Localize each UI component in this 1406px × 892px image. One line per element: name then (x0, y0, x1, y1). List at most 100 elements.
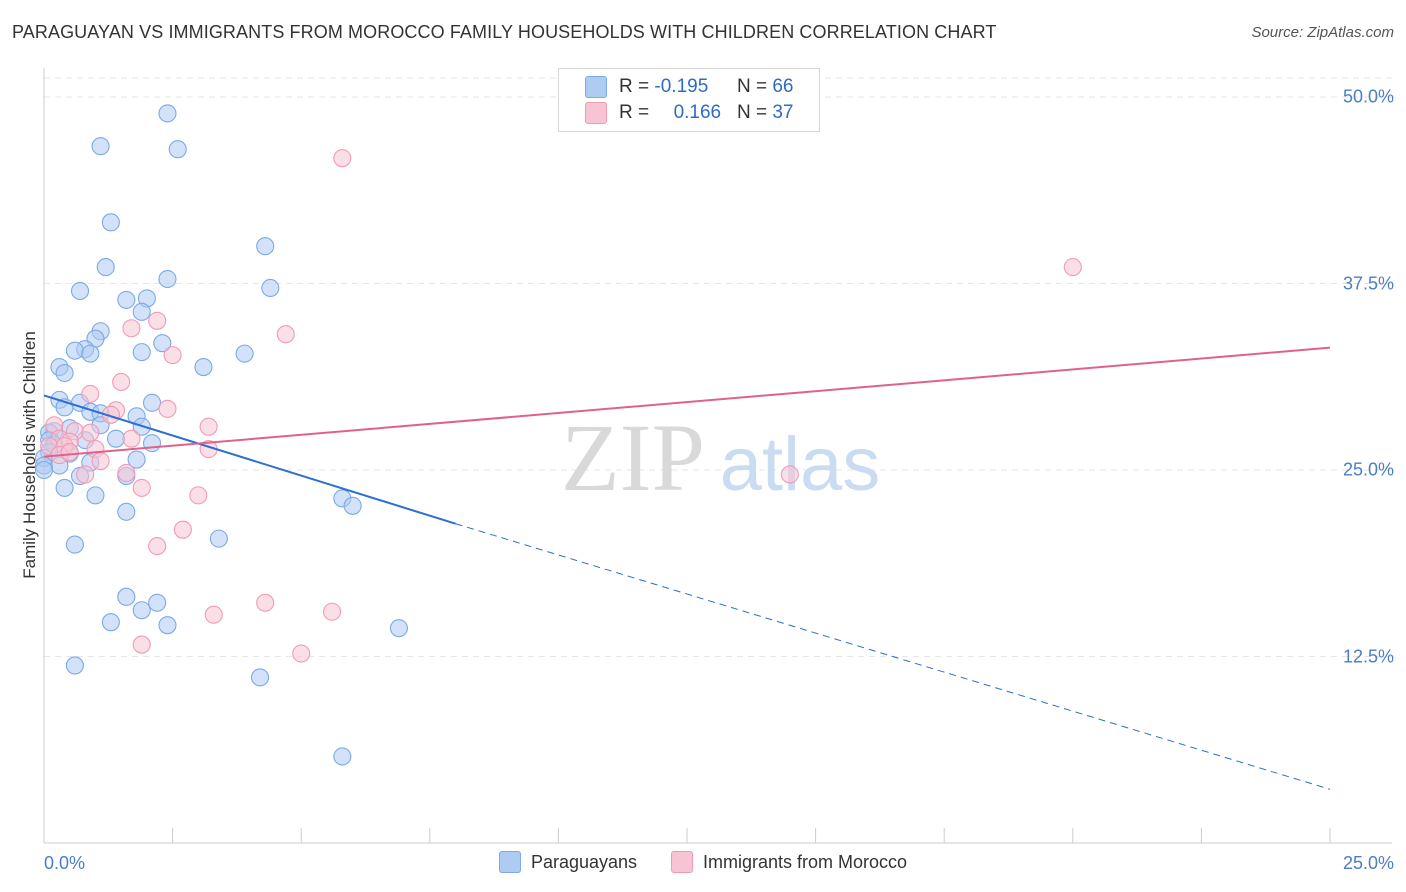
point-paraguayans (70, 281, 90, 301)
point-morocco (148, 311, 167, 330)
legend-row-morocco: R = 0.166 N = 37 (585, 100, 793, 126)
point-paraguayans (117, 290, 136, 309)
legend-row-paraguayans: R = -0.195 N = 66 (585, 74, 793, 100)
point-paraguayans (261, 278, 280, 298)
legend-label-morocco: Immigrants from Morocco (703, 851, 908, 872)
point-paraguayans (34, 460, 54, 480)
watermark-atlas: atlas (720, 422, 881, 507)
chart-title: PARAGUAYAN VS IMMIGRANTS FROM MOROCCO FA… (12, 22, 997, 42)
point-paraguayans (91, 137, 110, 156)
watermark-zip: ZIP (561, 404, 705, 511)
point-morocco (333, 149, 352, 168)
point-paraguayans (65, 656, 84, 675)
legend-r-value: -0.195 (654, 76, 709, 97)
point-morocco (91, 451, 110, 471)
point-morocco (276, 325, 295, 344)
trendline-paraguayans-extrapolated (455, 523, 1331, 790)
point-paraguayans (132, 343, 151, 362)
correlation-legend: R = -0.195 N = 66 R = 0.166 N = 37 (558, 68, 820, 132)
point-morocco (122, 429, 141, 448)
point-morocco (199, 417, 218, 436)
legend-label-paraguayans: Paraguayans (530, 851, 638, 872)
point-morocco (158, 399, 177, 418)
point-morocco (132, 478, 151, 497)
point-paraguayans (168, 140, 187, 159)
point-paraguayans (55, 363, 74, 383)
legend-swatch-morocco (671, 851, 694, 873)
point-paraguayans (142, 393, 162, 412)
point-paraguayans (389, 619, 408, 638)
legend-item-morocco[interactable]: Immigrants from Morocco (671, 851, 907, 873)
point-paraguayans (343, 496, 362, 515)
point-morocco (148, 537, 167, 556)
point-morocco (76, 465, 95, 484)
legend-r-value: 0.166 (673, 102, 722, 123)
point-morocco (173, 520, 192, 539)
point-paraguayans (209, 529, 228, 548)
legend-n-value: 66 (772, 76, 794, 97)
source-label: Source: ZipAtlas.com (1251, 24, 1394, 41)
point-paraguayans (158, 104, 177, 123)
point-paraguayans (235, 344, 254, 363)
point-morocco (101, 405, 120, 424)
point-paraguayans (142, 434, 162, 453)
point-paraguayans (158, 269, 177, 289)
legend-swatch-morocco (585, 102, 607, 124)
watermark: ZIP atlas (561, 404, 880, 511)
point-paraguayans (194, 358, 213, 377)
legend-item-paraguayans[interactable]: Paraguayans (498, 851, 638, 873)
point-paraguayans (250, 668, 270, 687)
legend-n-value: 37 (772, 102, 794, 123)
legend-r-label: R = (619, 76, 650, 97)
point-morocco (122, 319, 141, 338)
point-morocco (163, 346, 182, 365)
point-paraguayans (55, 478, 74, 497)
x-tick-label-min: 0.0% (44, 853, 86, 873)
point-morocco (780, 465, 799, 484)
point-morocco (204, 605, 223, 624)
point-paraguayans (132, 302, 151, 321)
point-morocco (292, 644, 311, 663)
point-morocco (323, 602, 342, 621)
point-paraguayans (256, 237, 275, 256)
y-tick-label: 12.5% (1342, 646, 1394, 666)
point-paraguayans (101, 213, 120, 232)
point-morocco (60, 443, 79, 462)
point-morocco (81, 423, 100, 442)
point-morocco (1063, 258, 1082, 277)
point-paraguayans (81, 344, 100, 363)
gridlines (44, 77, 1392, 657)
y-tick-label: 50.0% (1342, 86, 1394, 107)
point-paraguayans (158, 616, 177, 635)
point-morocco (132, 635, 151, 654)
point-paraguayans (148, 593, 167, 612)
point-morocco (189, 486, 208, 505)
legend-r-label: R = (619, 102, 650, 123)
series-legend: Paraguayans Immigrants from Morocco (0, 851, 1406, 873)
legend-swatch-paraguayans (498, 851, 521, 873)
point-morocco (256, 593, 275, 612)
point-paraguayans (65, 341, 84, 360)
legend-n-label: N = (736, 76, 768, 97)
legend-n-label: N = (736, 102, 768, 123)
trendline-morocco (43, 346, 1331, 458)
y-tick-label: 25.0% (1342, 459, 1394, 480)
point-paraguayans (96, 258, 115, 277)
point-morocco (117, 463, 136, 483)
point-paraguayans (333, 747, 352, 766)
point-paraguayans (86, 486, 105, 505)
trendline-paraguayans (43, 394, 456, 525)
y-tick-label: 37.5% (1342, 273, 1394, 293)
point-paraguayans (65, 535, 84, 554)
point-paraguayans (106, 429, 126, 448)
axes (43, 68, 1392, 844)
point-morocco (81, 384, 100, 403)
point-morocco (112, 372, 131, 392)
x-tick-label-max: 25.0% (1342, 853, 1394, 873)
point-paraguayans (127, 450, 146, 469)
point-paraguayans (101, 613, 120, 632)
point-paraguayans (153, 334, 172, 353)
point-paraguayans (117, 502, 136, 521)
point-paraguayans (117, 587, 136, 606)
